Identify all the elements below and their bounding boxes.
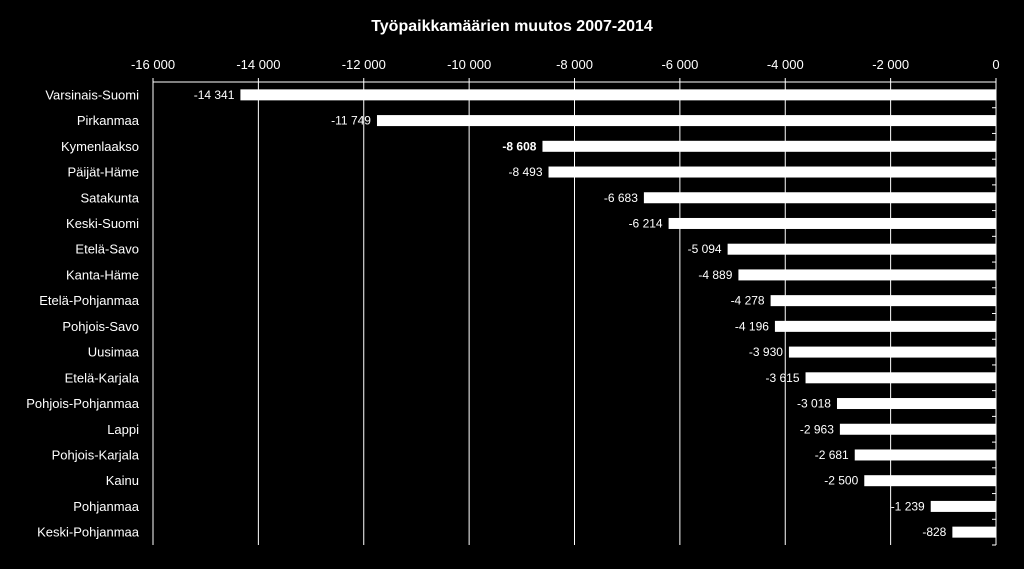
data-label: -6 683 xyxy=(604,191,638,205)
data-label: -8 608 xyxy=(502,139,536,153)
data-label: -4 889 xyxy=(698,268,732,282)
category-label: Kainu xyxy=(106,473,139,488)
bar xyxy=(774,320,996,332)
x-tick-label: -14 000 xyxy=(236,57,280,72)
bar xyxy=(376,115,996,127)
x-tick-label: -8 000 xyxy=(556,57,593,72)
category-label: Etelä-Karjala xyxy=(65,370,140,385)
data-label: -3 018 xyxy=(797,397,831,411)
chart-title: Työpaikkamäärien muutos 2007-2014 xyxy=(371,18,653,35)
data-label: -11 749 xyxy=(331,114,371,128)
bar xyxy=(952,526,996,538)
x-tick-label: -16 000 xyxy=(131,57,175,72)
x-tick-label: 0 xyxy=(992,57,999,72)
category-label: Pohjois-Pohjanmaa xyxy=(26,396,140,411)
bar xyxy=(788,346,996,358)
data-label: -2 681 xyxy=(815,448,849,462)
data-label: -2 963 xyxy=(800,422,834,436)
data-label: -6 214 xyxy=(629,216,663,230)
bar xyxy=(240,89,996,101)
category-label: Pirkanmaa xyxy=(77,113,140,128)
category-label: Päijät-Häme xyxy=(67,165,139,180)
x-tick-label: -4 000 xyxy=(767,57,804,72)
data-label: -4 196 xyxy=(735,319,769,333)
x-tick-label: -6 000 xyxy=(661,57,698,72)
bar xyxy=(770,295,996,307)
category-label: Lappi xyxy=(107,422,139,437)
category-label: Kymenlaakso xyxy=(61,139,139,154)
data-label: -1 239 xyxy=(891,499,925,513)
data-label: -5 094 xyxy=(688,242,722,256)
data-label: -828 xyxy=(922,525,946,539)
x-tick-label: -2 000 xyxy=(872,57,909,72)
data-label: -8 493 xyxy=(508,165,542,179)
data-label: -2 500 xyxy=(824,474,858,488)
category-label: Keski-Pohjanmaa xyxy=(37,525,140,540)
x-tick-label: -12 000 xyxy=(342,57,386,72)
category-label: Etelä-Pohjanmaa xyxy=(39,293,139,308)
category-label: Satakunta xyxy=(80,190,139,205)
data-label: -4 278 xyxy=(731,294,765,308)
bar xyxy=(668,217,996,229)
bar xyxy=(836,398,996,410)
x-tick-label: -10 000 xyxy=(447,57,491,72)
category-label: Kanta-Häme xyxy=(66,267,139,282)
category-label: Keski-Suomi xyxy=(66,216,139,231)
bar xyxy=(805,372,996,384)
bar xyxy=(548,166,996,178)
bar xyxy=(854,449,996,461)
category-label: Pohjois-Karjala xyxy=(52,447,140,462)
data-label: -3 930 xyxy=(749,345,783,359)
bar xyxy=(839,423,996,435)
category-label: Uusimaa xyxy=(88,345,140,360)
bar xyxy=(727,243,996,255)
bar xyxy=(738,269,996,281)
bar xyxy=(643,192,996,204)
category-label: Pohjanmaa xyxy=(73,499,140,514)
data-label: -3 615 xyxy=(766,371,800,385)
category-label: Varsinais-Suomi xyxy=(45,87,139,102)
data-label: -14 341 xyxy=(194,88,235,102)
category-label: Pohjois-Savo xyxy=(62,319,139,334)
bar xyxy=(930,500,996,512)
bar xyxy=(542,140,996,152)
category-label: Etelä-Savo xyxy=(75,242,139,257)
bar xyxy=(864,475,996,487)
